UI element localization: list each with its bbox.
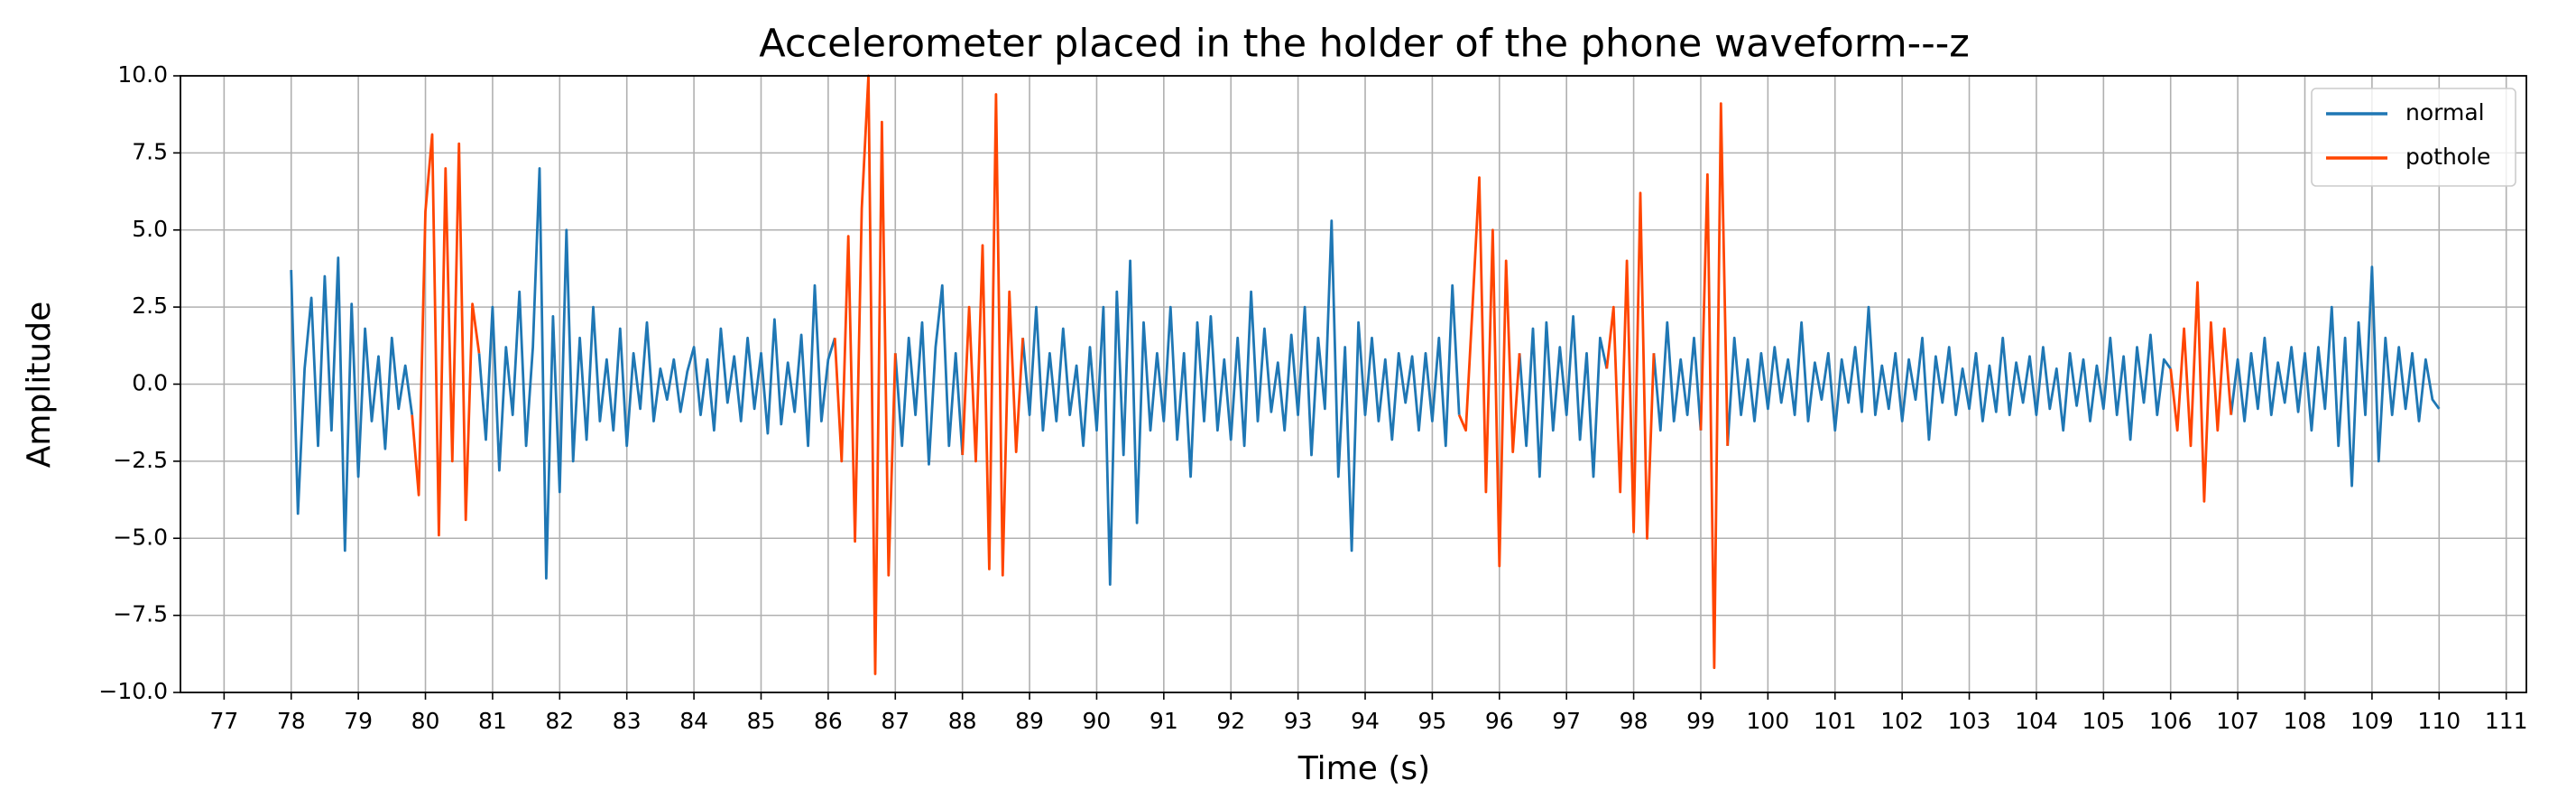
x-tick-label: 80 [411, 708, 440, 734]
x-tick-label: 101 [1814, 708, 1857, 734]
x-tick-label: 97 [1552, 708, 1581, 734]
y-tick-label: −2.5 [113, 447, 168, 473]
x-tick-label: 88 [948, 708, 977, 734]
y-tick-label: 2.5 [132, 293, 168, 319]
data-line [290, 167, 2441, 586]
x-tick-label: 81 [478, 708, 507, 734]
x-tick-label: 105 [2082, 708, 2125, 734]
x-tick-label: 93 [1284, 708, 1313, 734]
x-tick-label: 99 [1686, 708, 1715, 734]
x-tick-label: 83 [613, 708, 642, 734]
x-tick-label: 86 [814, 708, 843, 734]
x-tick-label: 102 [1880, 708, 1924, 734]
x-tick-label: 107 [2216, 708, 2259, 734]
x-tick-label: 77 [209, 708, 238, 734]
x-axis-label: Time (s) [1297, 750, 1430, 787]
x-tick-label: 87 [881, 708, 909, 734]
y-tick-label: −7.5 [113, 601, 168, 627]
x-tick-label: 104 [2015, 708, 2058, 734]
x-tick-label: 94 [1351, 708, 1380, 734]
x-tick-label: 110 [2417, 708, 2461, 734]
legend: normal pothole [2311, 88, 2516, 187]
x-tick-label: 89 [1015, 708, 1044, 734]
x-tick-label: 91 [1150, 708, 1178, 734]
x-tick-label: 109 [2350, 708, 2394, 734]
y-tick-label: 10.0 [117, 61, 168, 88]
chart-title: Accelerometer placed in the holder of th… [759, 22, 1970, 67]
x-tick-label: 108 [2284, 708, 2327, 734]
x-tick-label: 100 [1747, 708, 1790, 734]
x-tick-label: 96 [1485, 708, 1514, 734]
data-line [411, 74, 2233, 675]
legend-label: pothole [2405, 144, 2490, 170]
x-tick-label: 85 [747, 708, 776, 734]
plot-frame [180, 75, 2527, 693]
y-axis-label: Amplitude [21, 302, 58, 468]
x-tick-label: 98 [1620, 708, 1648, 734]
x-tick-label: 78 [277, 708, 306, 734]
y-tick-label: 5.0 [132, 216, 168, 242]
x-tick-label: 111 [2485, 708, 2528, 734]
x-tick-label: 79 [344, 708, 373, 734]
x-tick-label: 90 [1083, 708, 1112, 734]
legend-label: normal [2405, 99, 2485, 125]
x-tick-label: 95 [1418, 708, 1447, 734]
y-tick-label: 0.0 [132, 370, 168, 396]
y-tick-label: −10.0 [98, 678, 168, 704]
y-tick-label: −5.0 [113, 524, 168, 550]
x-tick-label: 106 [2149, 708, 2193, 734]
x-tick-label: 84 [679, 708, 708, 734]
x-tick-label: 92 [1216, 708, 1245, 734]
x-tick-label: 82 [545, 708, 574, 734]
x-tick-label: 103 [1948, 708, 1991, 734]
y-tick-label: 7.5 [132, 138, 168, 164]
